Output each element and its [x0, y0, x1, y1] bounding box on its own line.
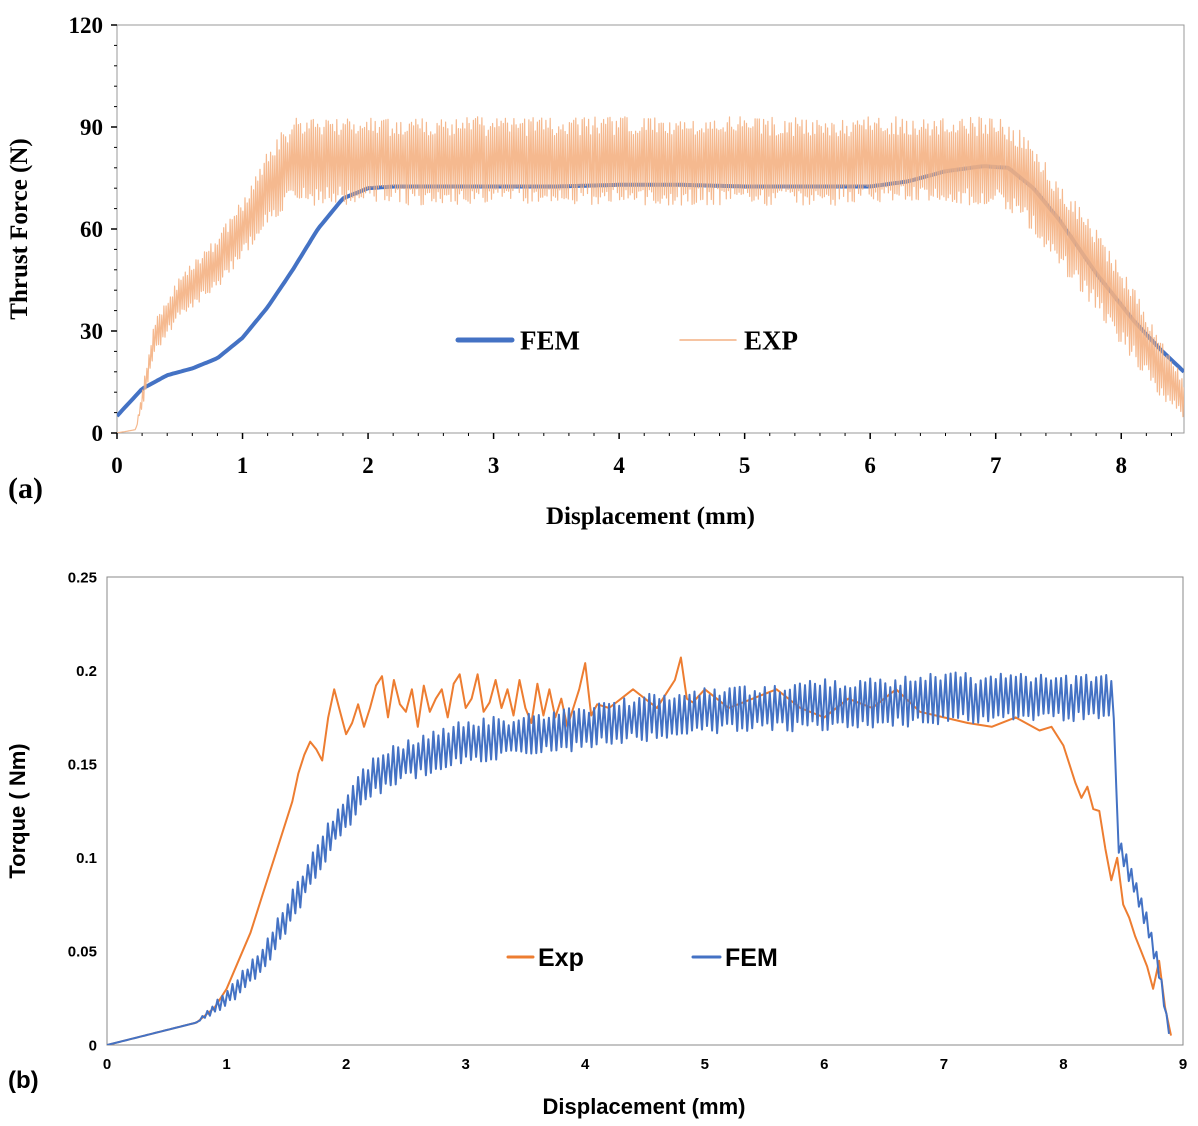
y-tick-label: 0.2	[76, 663, 97, 680]
x-axis-label: Displacement (mm)	[543, 1094, 746, 1119]
series-line-fem	[117, 164, 1184, 418]
legend-label-exp: EXP	[744, 326, 798, 356]
legend: FEM EXP	[455, 326, 798, 356]
chart-panel-a: 0 1 2 3 4 5 6 7 8 0 30 60 90 120 Displacement (mm) Thru…	[6, 13, 1185, 530]
series-line-exp	[117, 116, 1184, 433]
panel-label: (b)	[8, 1067, 39, 1094]
plot-frame	[106, 576, 1184, 1046]
x-tick-label: 6	[864, 453, 876, 478]
panel-label: (a)	[8, 472, 43, 505]
y-tick-label: 0	[92, 421, 104, 446]
y-tick-label: 0	[89, 1037, 97, 1054]
x-tick-label: 8	[1059, 1056, 1067, 1073]
x-tick-label: 7	[940, 1056, 948, 1073]
y-tick-label: 30	[80, 319, 103, 344]
x-tick-label: 1	[237, 453, 249, 478]
series-fem	[107, 671, 1170, 1045]
x-tick-label: 2	[362, 453, 374, 478]
y-axis-label: Torque ( Nm)	[5, 743, 30, 878]
series-line-exp	[107, 656, 1172, 1045]
y-tick-label: 0.15	[68, 756, 97, 773]
x-tick-label: 2	[342, 1056, 350, 1073]
x-tick-label: 8	[1115, 453, 1127, 478]
legend: Exp FEM	[506, 944, 778, 972]
x-tick-label: 7	[990, 453, 1002, 478]
legend-label-fem: FEM	[725, 944, 778, 972]
x-tick-label: 0	[103, 1056, 111, 1073]
y-tick-label: 90	[80, 115, 103, 140]
y-tick-label: 0.05	[68, 944, 97, 961]
series-fem	[117, 164, 1184, 418]
x-tick-label: 3	[488, 453, 500, 478]
x-axis-label: Displacement (mm)	[546, 503, 755, 530]
y-tick-label: 120	[69, 13, 104, 38]
y-tick-label: 0.1	[76, 850, 97, 867]
y-axis-label: Thrust Force (N)	[6, 138, 33, 319]
x-tick-label: 4	[581, 1056, 590, 1073]
x-tick-label: 4	[613, 453, 625, 478]
y-tick-label: 0.25	[68, 569, 97, 586]
chart-panel-b: 0 1 2 3 4 5 6 7 8 9 0 0.05 0.1 0.15 0.2 0.25 Displacemen…	[5, 569, 1187, 1119]
x-tick-label: 5	[701, 1056, 709, 1073]
plot-frame	[116, 24, 1185, 434]
x-tick-label: 5	[739, 453, 751, 478]
series-exp	[107, 656, 1172, 1045]
x-tick-label: 6	[820, 1056, 828, 1073]
legend-label-exp: Exp	[538, 944, 584, 972]
x-tick-label: 1	[222, 1056, 230, 1073]
y-tick-label: 60	[80, 217, 103, 242]
legend-label-fem: FEM	[520, 326, 580, 356]
series-exp	[117, 116, 1184, 433]
series-line-fem	[107, 671, 1170, 1045]
x-tick-label: 3	[461, 1056, 469, 1073]
x-tick-label: 9	[1179, 1056, 1187, 1073]
x-tick-label: 0	[111, 453, 123, 478]
